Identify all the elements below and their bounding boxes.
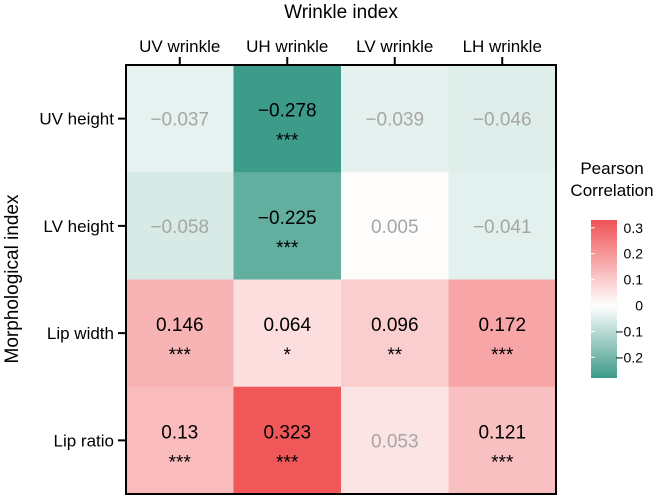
colorbar-title: Correlation [570,181,653,200]
cell-value-label: 0.096 [371,315,419,336]
cell-value-label: −0.037 [150,110,209,131]
heatmap-cell [126,172,235,281]
cell-significance-label: *** [276,238,299,259]
cell-value-label: −0.225 [258,208,317,229]
y-tick-label: LV height [43,217,114,236]
heatmap-cell [126,65,235,173]
cell-value-label: 0.172 [478,315,526,336]
x-tick-label: UV wrinkle [139,37,220,56]
cell-significance-label: *** [276,452,299,473]
colorbar-tick-label: 0.3 [624,220,644,236]
y-tick-label: Lip width [47,324,114,343]
colorbar-tick-label: −0.1 [615,323,643,339]
cell-value-label: −0.039 [365,110,424,131]
heatmap-cell [233,65,342,173]
x-tick-label: LV wrinkle [356,37,433,56]
heatmap-cell [448,172,557,281]
heatmap-cell [341,386,450,495]
heatmap-cell [233,279,342,388]
heatmap-cell [448,65,557,173]
x-tick-label: LH wrinkle [463,37,542,56]
y-tick-label: UV height [39,110,114,129]
heatmap-cell [126,279,235,388]
cell-significance-label: *** [491,345,514,366]
cell-value-label: −0.046 [473,110,532,131]
x-tick-label: UH wrinkle [246,37,328,56]
cell-significance-label: *** [169,452,192,473]
x-axis-title: Wrinkle index [284,2,398,23]
cell-value-label: 0.13 [161,422,198,443]
cell-significance-label: ** [387,345,402,366]
cell-value-label: −0.041 [473,217,532,238]
cell-value-label: 0.146 [156,315,204,336]
cell-value-label: 0.005 [371,217,419,238]
plot-frame [125,64,557,495]
cell-value-label: 0.064 [263,315,311,336]
y-tick-label: Lip ratio [54,431,114,450]
heatmap-cell [448,279,557,388]
heatmap-cell [341,65,450,173]
y-axis-title: Morphological index [2,194,23,363]
cell-value-label: −0.058 [150,217,209,238]
heatmap-cell [233,386,342,495]
heatmap-cell [341,172,450,281]
colorbar-tick-label: 0.2 [624,246,644,262]
heatmap-cell [341,279,450,388]
cell-value-label: 0.323 [263,422,311,443]
heatmap-cell [448,386,557,495]
colorbar-tick-label: 0.1 [624,272,644,288]
cell-significance-label: *** [491,452,514,473]
colorbar [591,220,617,378]
cell-value-label: 0.053 [371,431,419,452]
cell-significance-label: *** [169,345,192,366]
cell-significance-label: *** [276,131,299,152]
colorbar-tick-label: 0 [635,297,643,313]
heatmap-cell [233,172,342,281]
colorbar-title: Pearson [580,159,643,178]
cell-value-label: −0.278 [258,101,317,122]
cell-significance-label: * [284,345,292,366]
colorbar-tick-label: −0.2 [615,349,643,365]
cell-value-label: 0.121 [478,422,526,443]
heatmap-cell [126,386,235,495]
